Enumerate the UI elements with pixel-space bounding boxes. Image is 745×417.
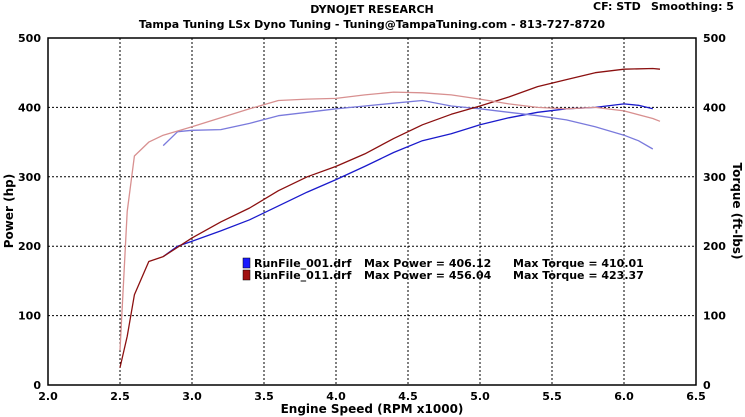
- x-axis-label: Engine Speed (RPM x1000): [281, 402, 464, 416]
- y-left-tick-labels: 0 100 200 300 400 500: [18, 32, 41, 392]
- x-tick-9: 6.5: [686, 390, 706, 403]
- x-tick-7: 5.5: [542, 390, 562, 403]
- y-left-tick-2: 200: [18, 240, 41, 253]
- legend-swatch-1: [242, 257, 251, 269]
- y-right-axis-label: Torque (ft-lbs): [730, 163, 744, 260]
- y-left-tick-4: 400: [18, 101, 41, 114]
- chart-subtitle: Tampa Tuning LSx Dyno Tuning - Tuning@Ta…: [139, 18, 605, 31]
- y-left-tick-5: 500: [18, 32, 41, 45]
- x-tick-1: 2.5: [110, 390, 130, 403]
- series-3-torque-line: [119, 91, 661, 351]
- plot-area: [47, 37, 697, 386]
- y-right-tick-4: 400: [703, 101, 726, 114]
- x-tick-5: 4.5: [398, 390, 418, 403]
- legend-max-torque-1: Max Torque = 410.01: [513, 257, 644, 270]
- y-right-tick-labels: 0 100 200 300 400 500: [703, 32, 726, 392]
- x-tick-0: 2.0: [38, 390, 58, 403]
- x-tick-labels: 2.0 2.5 3.0 3.5 4.0 4.5 5.0 5.5 6.0 6.5: [38, 390, 706, 403]
- legend-max-power-1: Max Power = 406.12: [364, 257, 491, 270]
- y-left-tick-1: 100: [18, 310, 41, 323]
- y-right-tick-0: 0: [703, 379, 711, 392]
- chart-title: DYNOJET RESEARCH: [310, 3, 433, 16]
- y-right-tick-1: 100: [703, 310, 726, 323]
- x-tick-4: 4.0: [326, 390, 346, 403]
- legend: RunFile_001.drf Max Power = 406.12 Max T…: [242, 257, 644, 282]
- y-right-tick-3: 300: [703, 171, 726, 184]
- x-tick-8: 6.0: [614, 390, 634, 403]
- legend-file-2: RunFile_011.drf: [254, 269, 352, 282]
- y-right-tick-5: 500: [703, 32, 726, 45]
- grid: [48, 38, 696, 385]
- y-left-tick-0: 0: [33, 379, 41, 392]
- x-tick-2: 3.0: [182, 390, 202, 403]
- legend-max-torque-2: Max Torque = 423.37: [513, 269, 644, 282]
- legend-file-1: RunFile_001.drf: [254, 257, 352, 270]
- x-tick-3: 3.5: [254, 390, 274, 403]
- y-left-tick-3: 300: [18, 171, 41, 184]
- x-tick-6: 5.0: [470, 390, 490, 403]
- y-left-axis-label: Power (hp): [2, 174, 16, 248]
- series-1-torque-line: [162, 99, 654, 150]
- series-2-power-line: [119, 67, 661, 368]
- y-right-tick-2: 200: [703, 240, 726, 253]
- legend-swatch-2: [242, 269, 251, 281]
- series-group: [119, 67, 661, 368]
- legend-max-power-2: Max Power = 456.04: [364, 269, 492, 282]
- smoothing-label: Smoothing: 5: [651, 0, 734, 13]
- cf-label: CF: STD: [593, 0, 641, 13]
